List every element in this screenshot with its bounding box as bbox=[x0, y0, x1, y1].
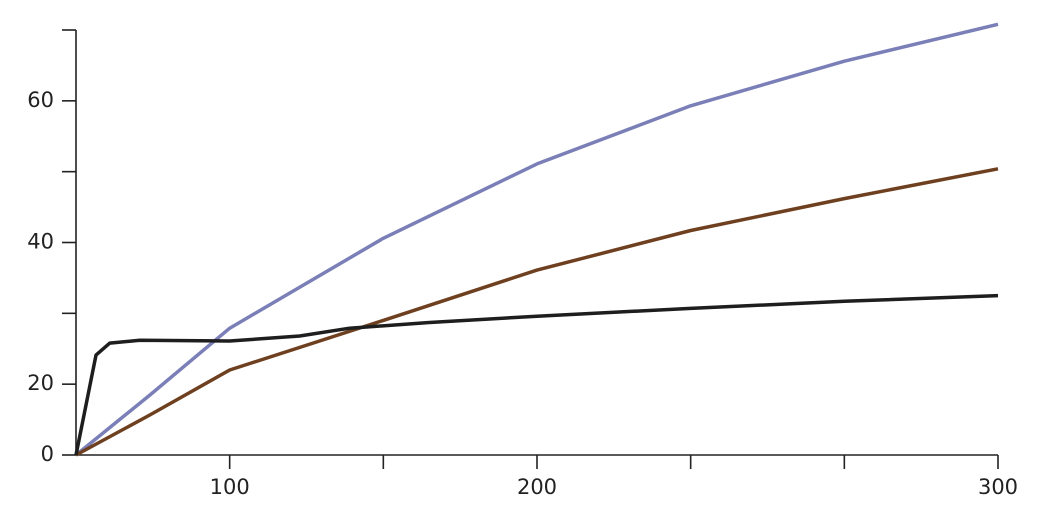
x-tick-label: 300 bbox=[978, 475, 1018, 499]
x-tick-label: 200 bbox=[517, 475, 557, 499]
y-tick-label: 40 bbox=[27, 230, 54, 254]
line bbox=[74, 22, 999, 457]
x-tick-label: 100 bbox=[210, 475, 250, 499]
y-tick-label: 60 bbox=[27, 88, 54, 112]
y-tick-label: 0 bbox=[41, 442, 54, 466]
line bbox=[74, 293, 999, 456]
y-tick-label: 20 bbox=[27, 371, 54, 395]
line bbox=[75, 167, 999, 457]
